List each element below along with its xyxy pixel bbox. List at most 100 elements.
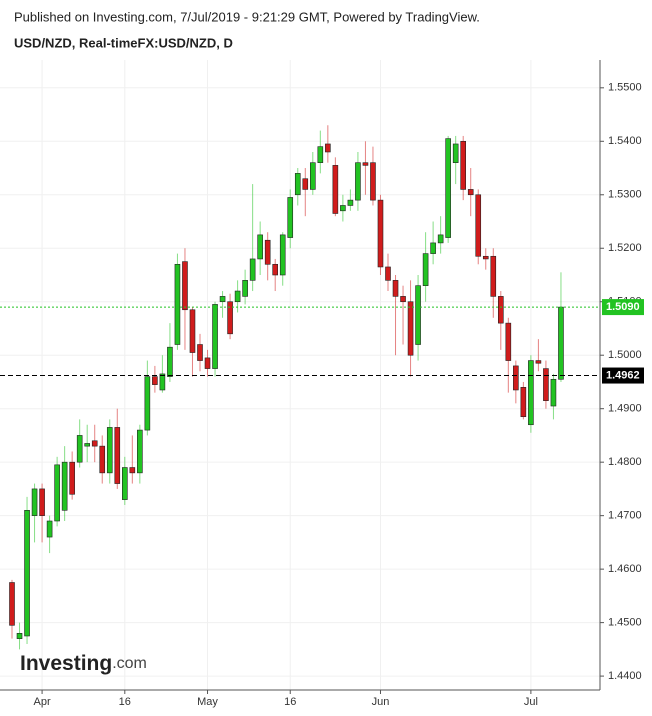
candle-body — [54, 464, 60, 522]
y-tick-label: 1.4600 — [608, 563, 642, 575]
candle-body — [332, 165, 339, 214]
candle-body — [99, 445, 106, 474]
candle-body — [520, 387, 527, 418]
candle-body — [204, 357, 211, 369]
y-tick-label: 1.5000 — [608, 349, 642, 361]
header: Published on Investing.com, 7/Jul/2019 -… — [14, 9, 480, 24]
y-tick-label: 1.4800 — [608, 456, 642, 468]
candle-body — [61, 461, 68, 511]
candle-body — [467, 189, 474, 196]
candle-body — [234, 290, 241, 303]
candle-body — [460, 140, 467, 190]
candle-body — [84, 443, 90, 447]
y-tick-label: 1.5500 — [608, 82, 642, 94]
logo: Investing.com — [20, 652, 147, 675]
candle-body — [137, 429, 143, 474]
candle-body — [106, 427, 113, 474]
x-tick-label: 16 — [119, 696, 131, 708]
chart-title: USD/NZD, Real-timeFX:USD/NZD, D — [14, 35, 233, 50]
candle-body — [355, 162, 361, 201]
y-tick-label: 1.4500 — [608, 617, 642, 629]
candle-body — [212, 304, 218, 369]
y-tick-label: 1.5400 — [608, 135, 642, 147]
candle-body — [543, 368, 549, 401]
level_line-badge — [602, 367, 644, 384]
candle-body — [69, 461, 75, 495]
candle-body — [249, 258, 256, 281]
candle-body — [294, 173, 301, 196]
candle-body — [279, 234, 286, 276]
candle-body — [422, 253, 429, 286]
x-tick-label: Jul — [524, 696, 538, 708]
level_line-label: 1.4962 — [606, 369, 640, 381]
candle-body — [287, 197, 294, 238]
candle-body — [505, 322, 512, 361]
candle-body — [317, 146, 324, 163]
candle-body — [76, 435, 83, 463]
x-tick-label: 16 — [284, 696, 296, 708]
y-tick-label: 1.4900 — [608, 403, 642, 415]
x-tick-label: May — [197, 696, 218, 708]
candle-body — [227, 301, 233, 335]
candle-body — [219, 296, 226, 303]
candle-body — [152, 376, 158, 385]
candle-body — [528, 360, 534, 426]
candle-body — [309, 162, 316, 190]
candle-body — [114, 427, 121, 484]
candle-body — [46, 520, 53, 538]
y-tick-label: 1.4400 — [608, 670, 642, 682]
candle-body — [370, 162, 376, 201]
y-tick-label: 1.5300 — [608, 189, 642, 201]
candle-body — [272, 263, 279, 276]
candle-body — [144, 376, 151, 431]
candle-body — [182, 261, 188, 311]
y-tick-label: 1.5200 — [608, 242, 642, 254]
candle-body — [490, 255, 497, 297]
candle-body — [24, 510, 30, 637]
candle-body — [535, 360, 542, 364]
candle-body — [325, 143, 331, 153]
candle-body — [31, 488, 38, 516]
candle-body — [9, 582, 15, 626]
candle-body — [513, 365, 519, 391]
candle-body — [257, 234, 263, 260]
candle-body — [558, 306, 564, 380]
candle-body — [497, 296, 504, 324]
candle-body — [475, 194, 482, 257]
candle-body — [452, 143, 459, 163]
candle-body — [16, 633, 23, 639]
candle-body — [407, 301, 414, 356]
candle-body — [340, 205, 346, 212]
y-tick-label: 1.4700 — [608, 510, 642, 522]
candle-body — [167, 346, 173, 377]
x-tick-label: Jun — [372, 696, 390, 708]
candle-body — [437, 234, 444, 244]
candle-body — [264, 239, 271, 265]
x-tick-label: Apr — [34, 696, 51, 708]
candle-body — [482, 255, 489, 260]
candle-body — [347, 199, 354, 206]
candle-body — [39, 488, 45, 516]
candle-body — [400, 296, 406, 303]
candle-body — [159, 373, 166, 391]
candle-body — [392, 280, 399, 297]
candle-body — [415, 285, 421, 345]
candle-body — [445, 138, 451, 238]
candle-body — [302, 178, 309, 190]
candle-body — [197, 344, 203, 361]
candle-body — [174, 263, 181, 345]
logo-main: Investing — [20, 652, 112, 675]
candle-body — [377, 199, 384, 268]
last_price-label: 1.5090 — [606, 301, 640, 313]
candle-body — [550, 378, 557, 407]
candle-body — [189, 309, 196, 353]
last_price-badge — [602, 299, 644, 316]
candle-body — [430, 242, 436, 254]
candle-body — [362, 162, 369, 166]
logo-suffix: .com — [112, 655, 147, 672]
candle-body — [385, 266, 391, 281]
candle-body — [122, 467, 128, 500]
candle-body — [91, 440, 98, 447]
candle-body — [129, 467, 136, 474]
